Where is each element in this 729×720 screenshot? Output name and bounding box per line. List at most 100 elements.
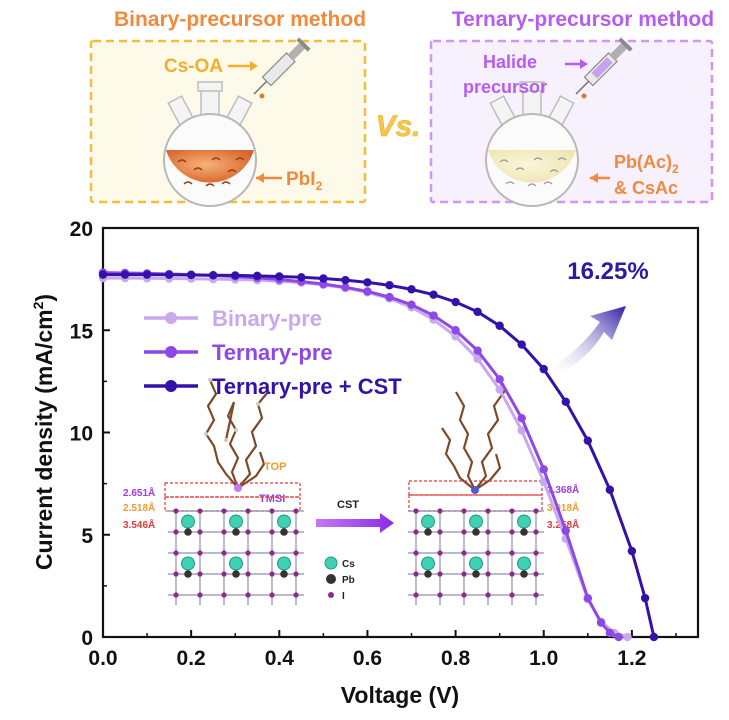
- legend-marker: [165, 380, 177, 392]
- right-lattice: [408, 508, 544, 605]
- i-atom: [413, 592, 419, 598]
- legend-label: Ternary-pre + CST: [212, 374, 402, 399]
- i-atom: [413, 571, 419, 577]
- binary-method-title: Binary-precursor method: [114, 8, 366, 31]
- flask-neck-rim: [519, 81, 545, 92]
- i-atom: [173, 571, 179, 577]
- y-ticks: 0 5 10 15 20: [70, 218, 110, 650]
- cream-solution: [488, 150, 576, 183]
- i-atom: [173, 592, 179, 598]
- i-atom: [485, 508, 491, 514]
- data-point: [561, 397, 570, 407]
- ligand-atom: [471, 486, 479, 494]
- legend-marker: [165, 312, 177, 324]
- data-point: [627, 546, 637, 556]
- right-distance-1: 2.368Å: [547, 483, 579, 496]
- droplet: [259, 93, 265, 99]
- i-atom: [173, 529, 179, 535]
- y-tick-label: 15: [70, 320, 94, 343]
- i-atom: [533, 508, 539, 514]
- i-atom: [533, 592, 539, 598]
- droplet: [581, 93, 587, 99]
- x-axis-label: Voltage (V): [341, 682, 459, 708]
- cs-atom: [469, 514, 483, 529]
- data-point: [605, 485, 615, 494]
- i-atom: [221, 508, 227, 514]
- i-atom-icon: [328, 592, 334, 598]
- i-atom: [245, 571, 251, 577]
- i-atom: [533, 571, 539, 577]
- i-atom: [293, 508, 299, 514]
- data-point: [451, 297, 460, 307]
- i-atom: [221, 571, 227, 577]
- data-point: [98, 270, 108, 279]
- hydrogen-atoms: [204, 378, 270, 442]
- data-point: [385, 281, 394, 290]
- i-atom: [437, 550, 443, 556]
- i-atom: [461, 550, 467, 556]
- data-point: [341, 275, 350, 285]
- y-axis-label: Current density (mA/cm2): [30, 294, 57, 570]
- data-point: [164, 270, 174, 280]
- ligand-atom: [234, 484, 242, 492]
- top-label: TOP: [264, 461, 286, 473]
- data-point: [275, 272, 284, 281]
- y-tick-label: 5: [81, 525, 93, 548]
- i-atom: [533, 550, 539, 556]
- data-point: [517, 426, 526, 435]
- data-point: [583, 436, 593, 445]
- data-point: [561, 526, 570, 535]
- reagent-arrowhead: [250, 61, 258, 71]
- i-atom: [293, 550, 299, 556]
- data-point: [363, 278, 372, 287]
- ternary-panel: Halide precursor Pb(Ac)2 & CsAc: [429, 37, 714, 207]
- left-lattice: [168, 508, 304, 605]
- i-atom: [245, 592, 251, 598]
- x-tick-label: 0.6: [353, 647, 382, 670]
- data-point: [539, 364, 548, 374]
- vs-label: Vs.: [375, 110, 420, 143]
- csac-label: & CsAc: [614, 178, 678, 198]
- pb-atom: [280, 528, 288, 536]
- i-atom: [509, 571, 515, 577]
- x-tick-label: 1.2: [617, 647, 646, 670]
- legend-label: Binary-pre: [212, 306, 322, 331]
- data-point: [231, 271, 240, 280]
- jv-chart: 0.0 0.2 0.4 0.6 0.8 1.0 1.2 0 5 10 15 20 Voltage (…: [30, 218, 700, 708]
- curves: [98, 268, 659, 642]
- cs-atom: [277, 556, 291, 571]
- i-atom: [197, 508, 203, 514]
- legend-label: Ternary-pre: [212, 340, 333, 365]
- y-tick-label: 10: [70, 423, 93, 446]
- pb-atom-icon: [326, 574, 336, 584]
- pb-atom: [232, 528, 240, 536]
- particles: [499, 157, 567, 187]
- precursor-label: precursor: [463, 77, 547, 97]
- i-atom: [437, 571, 443, 577]
- y-tick-label: 20: [70, 218, 93, 241]
- i-atom: [509, 508, 515, 514]
- i-atom: [173, 508, 179, 514]
- reagent-arrowhead: [580, 59, 588, 69]
- inset-structure-diagram: TOP TMSI 2.651Å 2.518Å 3.546Å CST: [123, 378, 579, 605]
- i-atom: [413, 550, 419, 556]
- legend-cs: Cs: [342, 559, 355, 570]
- cs-atom: [181, 514, 195, 529]
- left-distance-3: 3.546Å: [123, 518, 155, 531]
- series-line-1: [103, 276, 628, 639]
- data-point: [297, 273, 306, 282]
- i-atom: [461, 508, 467, 514]
- cs-atom: [517, 556, 531, 571]
- data-point: [186, 270, 196, 280]
- pb-atom: [280, 570, 288, 578]
- data-point: [517, 340, 526, 349]
- data-point: [539, 465, 548, 474]
- pb-atom: [424, 570, 432, 578]
- i-atom: [221, 592, 227, 598]
- x-tick-label: 0.2: [177, 647, 206, 670]
- y-tick-label: 0: [81, 627, 93, 650]
- cs-atom: [229, 514, 243, 529]
- data-point: [407, 300, 416, 309]
- cs-atom: [517, 514, 531, 529]
- cs-atom: [469, 556, 483, 571]
